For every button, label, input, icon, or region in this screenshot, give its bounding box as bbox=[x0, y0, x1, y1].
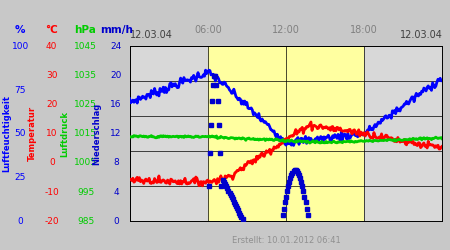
Text: 20: 20 bbox=[46, 100, 58, 109]
Text: 1005: 1005 bbox=[74, 158, 97, 168]
Text: Erstellt: 10.01.2012 06:41: Erstellt: 10.01.2012 06:41 bbox=[232, 236, 340, 245]
Text: 0: 0 bbox=[113, 217, 119, 226]
Text: 75: 75 bbox=[14, 86, 26, 94]
Text: 12:00: 12:00 bbox=[272, 25, 300, 35]
Text: hPa: hPa bbox=[75, 25, 96, 35]
Text: 16: 16 bbox=[110, 100, 122, 109]
Text: Luftdruck: Luftdruck bbox=[61, 111, 70, 157]
Text: 8: 8 bbox=[113, 158, 119, 168]
Text: -10: -10 bbox=[45, 188, 59, 196]
Text: 06:00: 06:00 bbox=[194, 25, 222, 35]
Text: Niederschlag: Niederschlag bbox=[92, 102, 101, 165]
Text: Luftfeuchtigkeit: Luftfeuchtigkeit bbox=[2, 95, 11, 172]
Text: 0: 0 bbox=[18, 217, 23, 226]
Text: 12.03.04: 12.03.04 bbox=[130, 30, 172, 40]
Text: 1015: 1015 bbox=[74, 129, 97, 138]
Text: 1045: 1045 bbox=[74, 42, 97, 51]
Text: 0: 0 bbox=[49, 158, 54, 168]
Text: 100: 100 bbox=[12, 42, 29, 51]
Bar bbox=[208, 46, 364, 221]
Text: 24: 24 bbox=[111, 42, 122, 51]
Text: 18:00: 18:00 bbox=[350, 25, 378, 35]
Text: 40: 40 bbox=[46, 42, 58, 51]
Text: %: % bbox=[15, 25, 26, 35]
Text: -20: -20 bbox=[45, 217, 59, 226]
Text: 995: 995 bbox=[77, 188, 94, 196]
Text: 25: 25 bbox=[14, 173, 26, 182]
Text: 985: 985 bbox=[77, 217, 94, 226]
Text: 12.03.04: 12.03.04 bbox=[400, 30, 442, 40]
Text: 4: 4 bbox=[113, 188, 119, 196]
Text: 20: 20 bbox=[110, 71, 122, 80]
Text: Temperatur: Temperatur bbox=[28, 106, 37, 161]
Text: 10: 10 bbox=[46, 129, 58, 138]
Text: mm/h: mm/h bbox=[99, 25, 133, 35]
Text: 12: 12 bbox=[110, 129, 122, 138]
Text: 1025: 1025 bbox=[74, 100, 97, 109]
Text: 30: 30 bbox=[46, 71, 58, 80]
Text: 1035: 1035 bbox=[74, 71, 97, 80]
Text: °C: °C bbox=[45, 25, 58, 35]
Text: 50: 50 bbox=[14, 129, 26, 138]
